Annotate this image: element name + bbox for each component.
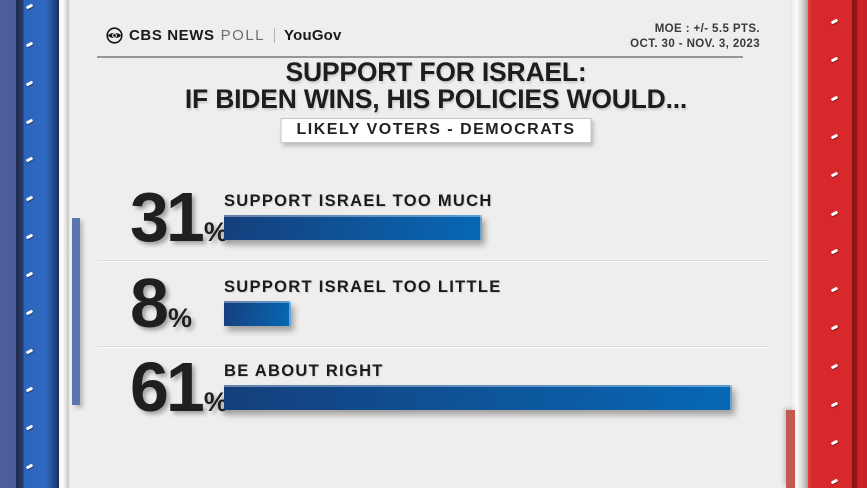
screw-icon xyxy=(25,41,34,48)
screw-icon xyxy=(830,401,839,408)
poll-value: 31% xyxy=(130,182,228,261)
poll-category-label: SUPPORT ISRAEL TOO MUCH xyxy=(224,192,493,210)
value-number: 61 xyxy=(130,348,205,426)
screw-icon xyxy=(25,80,34,87)
screw-icon xyxy=(25,233,34,240)
poll-row: 31% SUPPORT ISRAEL TOO MUCH xyxy=(97,182,775,252)
screw-icon xyxy=(25,463,34,470)
poll-bar xyxy=(224,301,291,326)
screw-icon xyxy=(830,56,839,63)
screw-icon xyxy=(25,309,34,316)
left-accent-strip xyxy=(72,218,80,405)
percent-sign: % xyxy=(167,303,192,333)
screw-icon xyxy=(25,424,34,431)
screw-icon xyxy=(25,348,34,355)
screw-icon xyxy=(25,118,34,125)
moe-line: MOE : +/- 5.5 PTS. xyxy=(654,23,760,35)
chart-title-line2: IF BIDEN WINS, HIS POLICIES WOULD... xyxy=(184,84,688,114)
poll-category-label: BE ABOUT RIGHT xyxy=(224,362,384,380)
value-number: 31 xyxy=(130,178,205,256)
screw-icon xyxy=(25,386,34,393)
margin-of-error-note: MOE : +/- 5.5 PTS. OCT. 30 - NOV. 3, 202… xyxy=(630,22,760,52)
screw-icon xyxy=(830,133,839,140)
poll-category-label: SUPPORT ISRAEL TOO LITTLE xyxy=(224,278,502,296)
screw-icon xyxy=(830,286,839,293)
poll-row: 61% BE ABOUT RIGHT xyxy=(97,352,775,422)
screw-icon xyxy=(830,478,839,485)
screw-icon xyxy=(25,156,34,163)
percent-sign: % xyxy=(203,217,228,247)
cbs-eye-icon xyxy=(106,27,123,44)
brand-yougov: YouGov xyxy=(284,27,342,44)
chart-title-line1: SUPPORT FOR ISRAEL: xyxy=(285,57,587,87)
brand-divider-line xyxy=(274,28,275,43)
screw-icon xyxy=(830,171,839,178)
screw-icon xyxy=(830,95,839,102)
left-edge-strip xyxy=(59,0,69,488)
row-divider xyxy=(97,346,769,348)
screw-icon xyxy=(830,363,839,370)
poll-value: 8% xyxy=(130,268,192,347)
right-pillar-decoration xyxy=(808,0,867,488)
screw-icon xyxy=(25,195,34,201)
screw-icon xyxy=(25,3,34,10)
cbs-news-poll-brand: CBS NEWS POLL YouGov xyxy=(106,27,342,44)
left-pillar-decoration xyxy=(0,0,59,488)
right-edge-strip xyxy=(790,0,808,488)
brand-poll: POLL xyxy=(220,27,265,44)
poll-bar xyxy=(224,385,732,410)
screw-icon xyxy=(830,324,839,331)
value-number: 8 xyxy=(130,264,169,342)
screw-icon xyxy=(830,439,839,446)
subgroup-badge: LIKELY VOTERS - DEMOCRATS xyxy=(280,118,592,143)
right-accent-strip xyxy=(786,410,795,488)
brand-cbs-news: CBS NEWS xyxy=(129,27,215,44)
poll-panel: CBS NEWS POLL YouGov MOE : +/- 5.5 PTS. … xyxy=(97,0,775,488)
percent-sign: % xyxy=(203,387,228,417)
screw-icon xyxy=(830,210,839,216)
screw-icon xyxy=(830,18,839,25)
screw-icon xyxy=(25,271,34,278)
date-range-line: OCT. 30 - NOV. 3, 2023 xyxy=(630,38,760,50)
poll-value: 61% xyxy=(130,352,228,431)
header-rule xyxy=(97,56,743,58)
poll-bar xyxy=(224,215,482,240)
screw-icon xyxy=(830,248,839,255)
poll-row: 8% SUPPORT ISRAEL TOO LITTLE xyxy=(97,268,775,338)
row-divider xyxy=(97,260,769,262)
